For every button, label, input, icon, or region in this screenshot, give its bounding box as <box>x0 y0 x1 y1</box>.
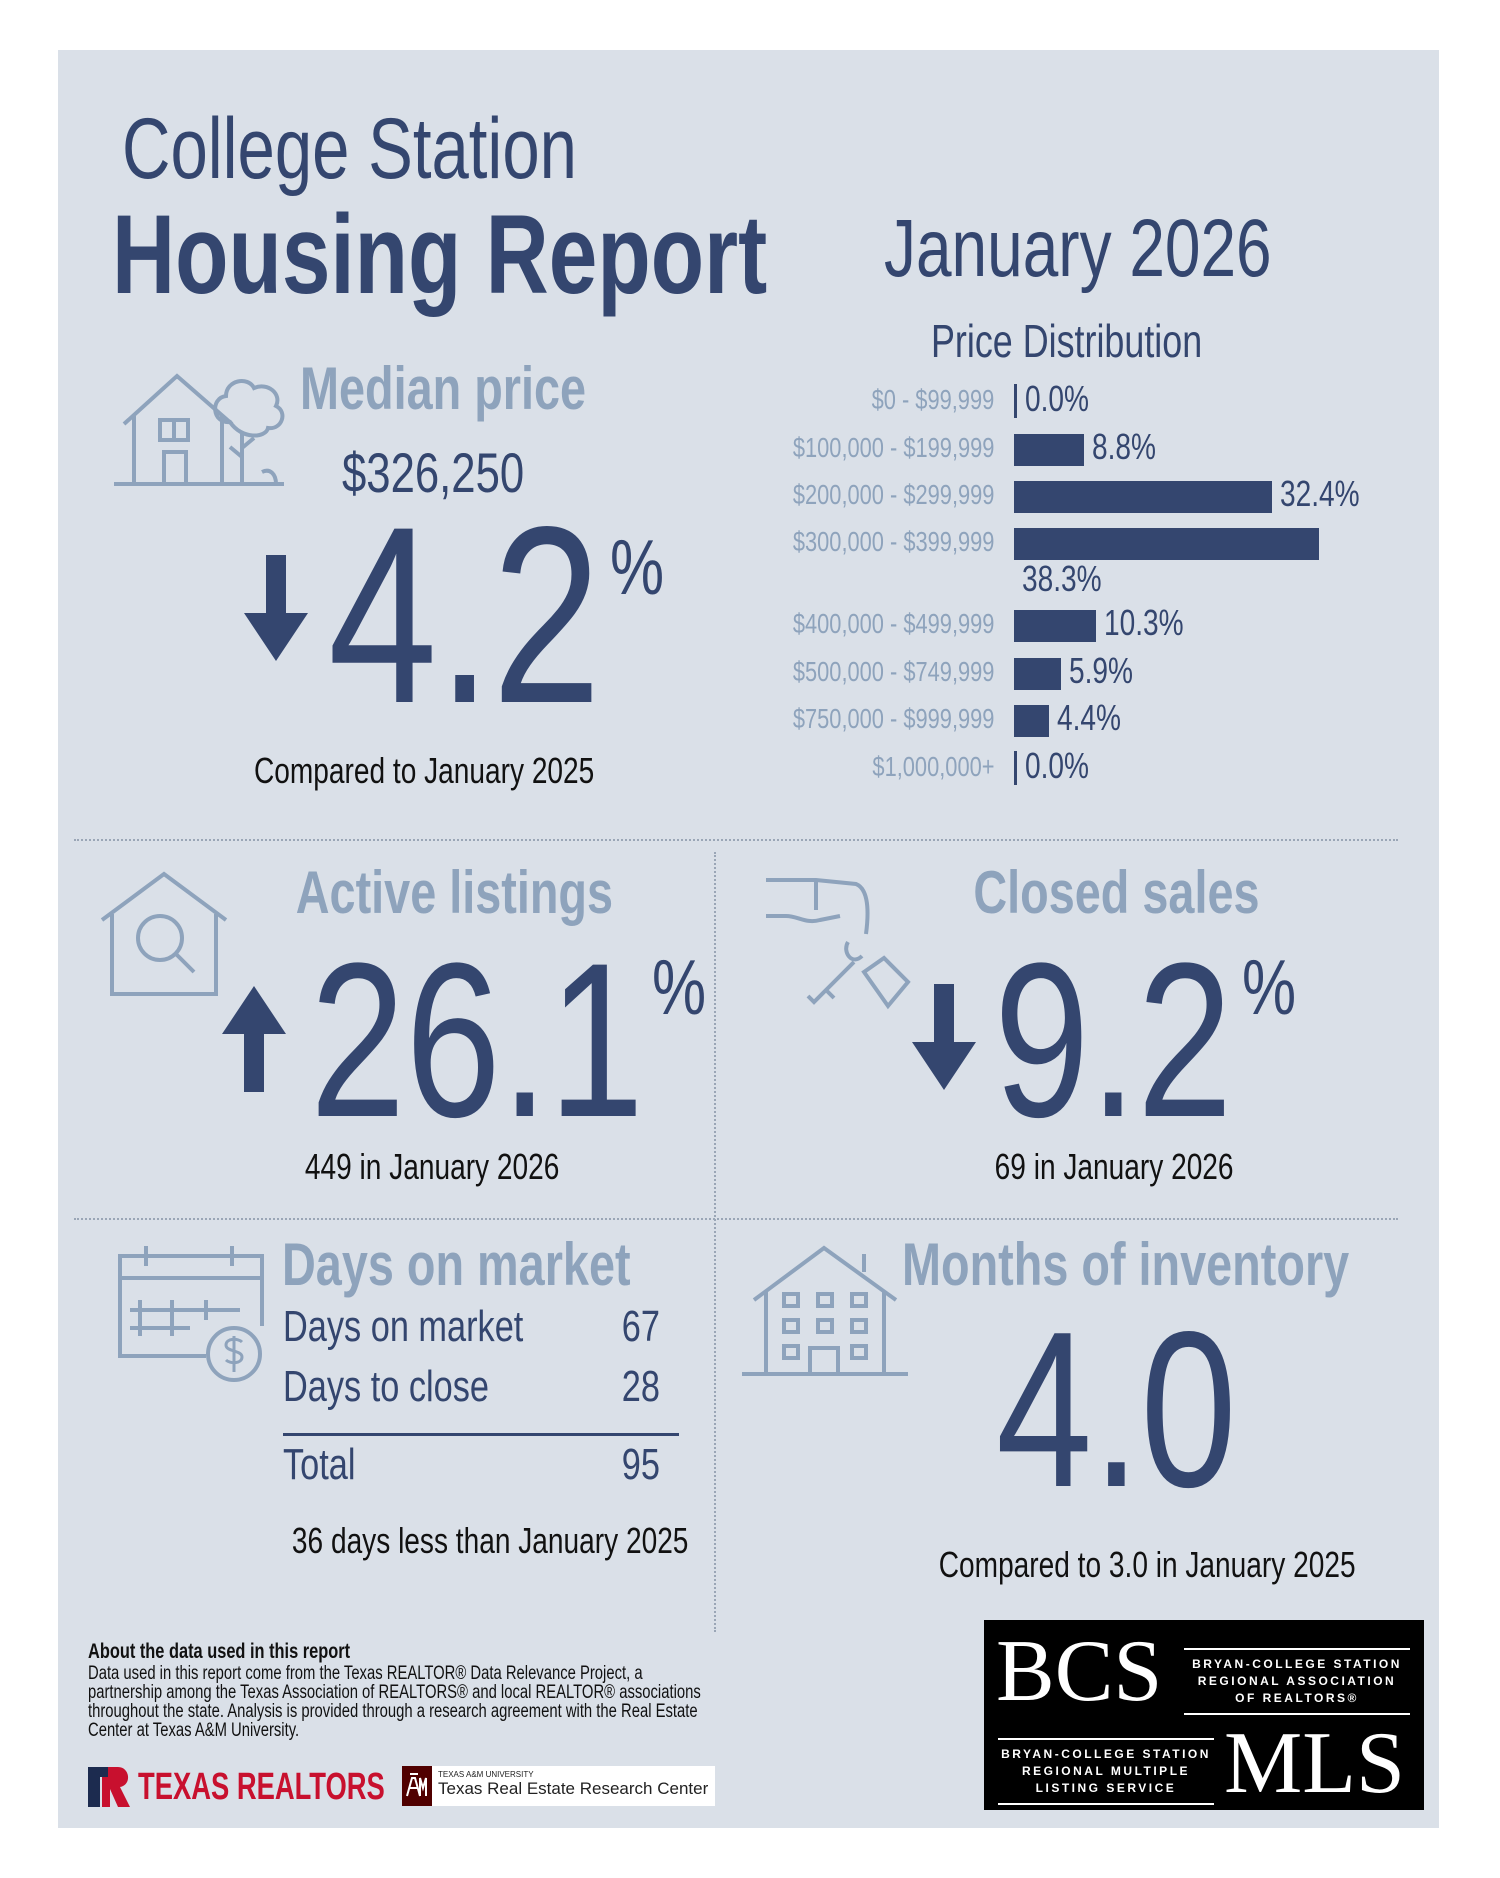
house-tree-icon <box>114 373 285 486</box>
price-bar <box>1014 434 1085 466</box>
price-range-label: $750,000 - $999,999 <box>792 703 994 734</box>
bcs-assoc-line: REGIONAL ASSOCIATION <box>1197 1674 1397 1688</box>
price-range-label: $300,000 - $399,999 <box>792 526 994 557</box>
price-range-label: $500,000 - $749,999 <box>792 656 994 687</box>
about-title: About the data used in this report <box>88 1640 351 1663</box>
active-listings-title: Active listings <box>295 859 614 926</box>
tamu-center-text: Texas Real Estate Research Center <box>438 1779 709 1798</box>
bcs-assoc-line: BRYAN-COLLEGE STATION <box>1192 1657 1402 1671</box>
mls-desc-line: REGIONAL MULTIPLE <box>1021 1764 1191 1778</box>
about-body: Data used in this report come from the T… <box>88 1663 701 1741</box>
active-change-value: 26.1 <box>310 917 644 1163</box>
dom-total-value: 95 <box>621 1440 660 1489</box>
mls-text: MLS <box>1224 1715 1405 1812</box>
bcs-text: BCS <box>996 1623 1163 1720</box>
price-distribution-title: Price Distribution <box>931 315 1203 367</box>
active-change-pct: % <box>652 943 707 1031</box>
dom-row-value: 28 <box>621 1362 660 1411</box>
dom-row-label: Days to close <box>283 1362 490 1411</box>
dom-row-value: 67 <box>621 1302 660 1351</box>
bcs-association-text: BRYAN-COLLEGE STATION REGIONAL ASSOCIATIO… <box>1184 1648 1410 1715</box>
closed-change-pct: % <box>1242 943 1297 1031</box>
price-bar <box>1014 705 1050 737</box>
bcs-assoc-line: OF REALTORS® <box>1235 1691 1359 1705</box>
price-range-label: $100,000 - $199,999 <box>792 432 994 463</box>
about-section: About the data used in this report Data … <box>88 1640 708 1740</box>
report-title: Housing Report <box>112 192 768 317</box>
price-bar-value: 32.4% <box>1279 473 1360 514</box>
texas-realtors-mark-icon <box>88 1767 130 1807</box>
price-bar <box>1014 481 1272 513</box>
closed-change-value: 9.2 <box>994 917 1233 1163</box>
arrow-down-icon <box>244 555 308 661</box>
closed-note: 69 in January 2026 <box>994 1146 1234 1187</box>
dom-total-label: Total <box>283 1440 356 1489</box>
dom-row-label: Days on market <box>283 1302 524 1351</box>
mls-desc-line: LISTING SERVICE <box>1035 1781 1177 1795</box>
price-range-label: $1,000,000+ <box>871 751 994 782</box>
price-bar-value: 5.9% <box>1068 650 1133 691</box>
months-inventory-value: 4.0 <box>996 1286 1237 1534</box>
calendar-dollar-icon <box>118 1246 264 1382</box>
price-range-label: $200,000 - $299,999 <box>792 479 994 510</box>
median-price-value: $326,250 <box>342 441 525 504</box>
price-bar-value: 0.0% <box>1025 378 1090 419</box>
price-range-label: $0 - $99,999 <box>871 384 994 415</box>
mls-description-text: BRYAN-COLLEGE STATION REGIONAL MULTIPLE LI… <box>998 1738 1214 1805</box>
report-period: January 2026 <box>884 203 1272 294</box>
dom-note: 36 days less than January 2025 <box>291 1520 689 1561</box>
city-title: College Station <box>122 101 577 197</box>
building-icon <box>742 1245 908 1376</box>
days-on-market-title: Days on market <box>282 1231 631 1298</box>
price-bar <box>1014 610 1096 642</box>
price-bar-value: 4.4% <box>1057 697 1122 738</box>
texas-realtors-text: TEXAS REALTORS <box>138 1765 385 1808</box>
median-price-title: Median price <box>300 355 587 422</box>
tamu-small-text: TEXAS A&M UNIVERSITY <box>438 1770 534 1779</box>
price-bar <box>1014 528 1319 560</box>
price-bar-value: 10.3% <box>1103 602 1184 643</box>
tamu-real-estate-logo: TEXAS A&M UNIVERSITY Texas Real Estate R… <box>402 1766 715 1806</box>
texas-realtors-logo: TEXAS REALTORS <box>88 1766 481 1808</box>
arrow-down-icon <box>912 984 976 1090</box>
median-change-pct: % <box>610 523 665 611</box>
mls-desc-line: BRYAN-COLLEGE STATION <box>1001 1747 1211 1761</box>
median-change-value: 4.2 <box>328 475 602 756</box>
price-bar-value: 0.0% <box>1025 745 1090 786</box>
price-bar-value: 8.8% <box>1092 426 1157 467</box>
house-search-icon <box>100 871 228 996</box>
divider <box>714 852 716 1632</box>
arrow-up-icon <box>222 986 286 1092</box>
price-bar <box>1014 658 1061 690</box>
divider <box>74 839 1398 841</box>
months-inventory-title: Months of inventory <box>902 1231 1350 1298</box>
bcs-mls-logo: BCS BRYAN-COLLEGE STATION REGIONAL ASSOCI… <box>984 1620 1424 1810</box>
price-bar-value: 38.3% <box>1022 558 1102 599</box>
divider <box>74 1218 1398 1220</box>
median-note: Compared to January 2025 <box>253 750 595 791</box>
price-range-label: $400,000 - $499,999 <box>792 608 994 639</box>
inventory-note: Compared to 3.0 in January 2025 <box>938 1544 1356 1585</box>
report-panel <box>58 50 1439 1828</box>
hand-keys-icon <box>766 878 911 1010</box>
tamu-mark-icon <box>402 1766 432 1806</box>
closed-sales-title: Closed sales <box>972 859 1260 926</box>
price-bar <box>1014 751 1017 785</box>
total-rule <box>283 1433 679 1436</box>
price-bar <box>1014 384 1017 418</box>
active-note: 449 in January 2026 <box>304 1146 560 1187</box>
